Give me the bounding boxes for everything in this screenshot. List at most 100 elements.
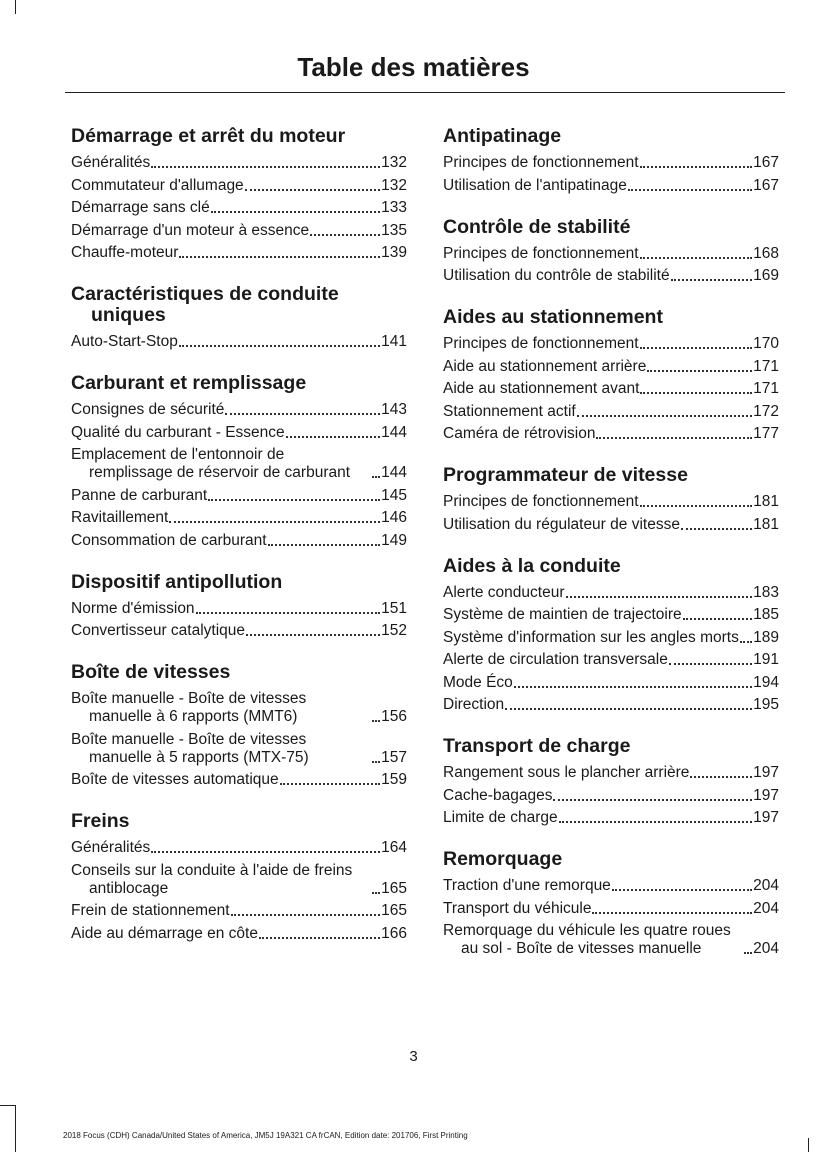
dot-leader — [565, 595, 753, 598]
title-rule — [65, 92, 785, 93]
entry-page: 171 — [753, 380, 779, 397]
dot-leader — [627, 188, 753, 191]
section-heading: Antipatinage — [443, 125, 562, 147]
dot-leader — [739, 640, 753, 643]
dot-leader — [513, 685, 753, 688]
entry-page: 165 — [381, 879, 407, 897]
entry-page: 177 — [753, 425, 779, 442]
toc-entry: Direction 195 — [443, 696, 779, 714]
section: Contrôle de stabilité Principes de foncti… — [443, 215, 779, 286]
toc-entry: Démarrage sans clé 133 — [71, 199, 407, 217]
entry-text: Principes de fonctionnement — [443, 244, 639, 262]
dot-leader — [179, 256, 381, 258]
dot-leader — [680, 527, 753, 530]
entry-text: Aide au démarrage en côte — [71, 924, 258, 942]
entry-text: Auto-Start-Stop — [71, 333, 178, 350]
toc-entry: Convertisseur catalytique 152 — [71, 622, 407, 640]
dot-leader — [310, 233, 381, 236]
dot-leader — [178, 345, 381, 347]
dot-leader — [210, 211, 381, 213]
toc-entry: Cache-bagages 197 — [443, 787, 779, 805]
toc-entry: Emplacement de l'entonnoir de remplissag… — [71, 446, 407, 482]
dot-leader — [640, 392, 753, 394]
entry-page: 185 — [753, 606, 779, 623]
dot-leader — [285, 435, 381, 438]
section: Remorquage Traction d'une remorque 204 Tran… — [443, 849, 779, 958]
dot-leader — [151, 851, 381, 853]
page-number: 3 — [409, 1048, 418, 1065]
section-heading: Dispositif antipollution — [71, 570, 283, 593]
page-title: Table des matières — [297, 52, 530, 82]
dot-leader — [596, 437, 753, 439]
entry-page: 133 — [381, 199, 407, 216]
section-heading: Aides au stationnement — [443, 306, 663, 328]
dot-leader — [169, 521, 381, 523]
entry-page: 169 — [753, 267, 779, 284]
entry-page: 195 — [753, 696, 779, 713]
toc-entry: Alerte conducteur 183 — [443, 584, 779, 602]
section-heading: Programmateur de vitesse — [443, 464, 688, 486]
entry-text: Panne de carburant — [71, 486, 208, 504]
entry-page: 181 — [753, 515, 779, 533]
entry-page: 132 — [381, 154, 407, 171]
dot-leader — [195, 611, 381, 614]
entry-text: Rangement sous le plancher arrière — [443, 764, 690, 781]
entry-page: 189 — [753, 628, 779, 646]
toc-entry: Principes de fonctionnement 170 — [443, 335, 779, 353]
entry-page: 146 — [381, 509, 407, 526]
entry-text: Conseils sur la conduite à l'aide de fre… — [71, 861, 353, 897]
dot-leader — [611, 889, 753, 891]
entry-page: 149 — [381, 531, 407, 549]
dot-leader — [244, 188, 381, 191]
toc-entry: Mode Éco 194 — [443, 674, 779, 692]
entry-page: 152 — [381, 622, 407, 639]
entry-page: 166 — [381, 924, 407, 942]
toc-entry: Boîte manuelle - Boîte de vitesses manue… — [71, 690, 407, 726]
dot-leader — [225, 413, 381, 415]
entry-text: Consommation de carburant — [71, 531, 267, 549]
crop-mark — [15, 0, 16, 14]
toc-entry: Limite de charge 197 — [443, 809, 779, 827]
toc-entry: Boîte de vitesses automatique 159 — [71, 771, 407, 789]
entry-page: 204 — [753, 899, 779, 917]
entry-page: 171 — [753, 357, 779, 375]
entry-page: 197 — [753, 809, 779, 826]
toc-entry: Aide au démarrage en côte 166 — [71, 925, 407, 943]
section-heading: Aides à la conduite — [443, 554, 621, 577]
entry-page: 167 — [753, 176, 779, 194]
toc-entry: Principes de fonctionnement 181 — [443, 493, 779, 511]
dot-leader — [639, 256, 753, 259]
entry-page: 159 — [381, 771, 407, 788]
toc-entry: Remorquage du véhicule les quatre roues … — [443, 922, 779, 958]
section: Programmateur de vitesse Principes de fon… — [443, 465, 779, 534]
section: Antipatinage Principes de fonctionnement 1… — [443, 126, 779, 195]
entry-text: Principes de fonctionnement — [443, 493, 639, 510]
toc-entry: Consignes de sécurité 143 — [71, 401, 407, 419]
section: Carburant et remplissage Consignes de séc… — [71, 373, 407, 550]
section: Caractéristiques de conduite uniques Auto… — [71, 284, 407, 351]
dot-leader — [208, 498, 381, 501]
entry-text: Traction d'une remorque — [443, 877, 611, 894]
entry-text: Limite de charge — [443, 809, 558, 826]
section-heading: Remorquage — [443, 848, 563, 870]
entry-page: 156 — [381, 708, 407, 725]
toc-entry: Qualité du carburant - Essence 144 — [71, 424, 407, 442]
section-heading: Transport de charge — [443, 735, 631, 757]
entry-text: Chauffe-moteur — [71, 244, 179, 261]
entry-page: 135 — [381, 221, 407, 239]
dot-leader — [639, 166, 753, 168]
toc-entry: Utilisation du contrôle de stabilité 169 — [443, 267, 779, 285]
entry-text: Généralités — [71, 154, 151, 171]
entry-text: Consignes de sécurité — [71, 401, 225, 418]
dot-leader — [230, 914, 381, 916]
entry-text: Alerte conducteur — [443, 583, 565, 601]
section-heading: Contrôle de stabilité — [443, 215, 631, 238]
entry-text: Alerte de circulation transversale — [443, 651, 668, 668]
entry-page: 197 — [753, 764, 779, 781]
dot-leader — [505, 708, 753, 710]
entry-text: Mode Éco — [443, 673, 513, 691]
toc-entry: Panne de carburant 145 — [71, 487, 407, 505]
entry-page: 141 — [381, 333, 407, 350]
entry-page: 139 — [381, 244, 407, 261]
